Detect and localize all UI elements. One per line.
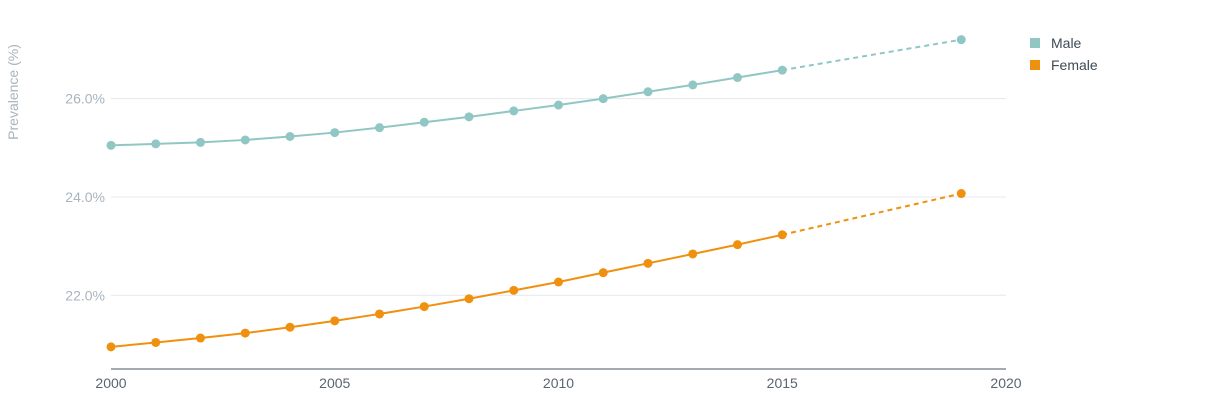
male-point [554,100,563,110]
female-point [240,328,250,338]
series-group [106,35,966,352]
x-tick-label: 2010 [543,375,574,391]
female-point [643,258,653,268]
male-point [733,73,742,83]
y-tick-label: 26.0% [65,91,105,107]
male-point [777,65,787,75]
male-series [106,35,966,150]
male-point [464,112,474,122]
x-tick-label: 2000 [95,375,126,391]
female-point [375,309,384,319]
female-point [330,316,340,326]
male-point [240,135,250,145]
female-point [285,322,295,332]
x-tick-label: 2020 [990,375,1021,391]
male-point [598,94,608,104]
grid-lines [111,98,1006,296]
male-point [330,128,340,138]
y-tick-labels: 22.0% 24.0% 26.0% [65,91,105,304]
female-point [106,342,116,352]
female-point [419,302,429,312]
female-point [688,249,698,259]
male-point [419,117,429,127]
legend: Male Female [1030,35,1098,73]
y-tick-label: 22.0% [65,287,105,303]
female-point [509,285,519,295]
male-point [151,139,161,149]
female-point [733,240,742,250]
legend-label-female: Female [1051,57,1098,73]
female-point [598,268,608,278]
female-point [956,189,966,199]
male-point [688,80,698,90]
legend-swatch-female [1030,60,1040,70]
male-point [956,35,966,45]
y-axis-label: Prevalence (%) [5,44,21,140]
x-tick-label: 2005 [319,375,350,391]
female-point [777,230,787,240]
female-point [151,337,161,347]
male-point [285,131,295,141]
male-point [509,106,519,116]
female-point [554,277,563,287]
x-tick-label: 2015 [767,375,798,391]
male-point [106,140,116,150]
male-line-solid [110,69,783,147]
x-tick-labels: 2000 2005 2010 2015 2020 [95,375,1021,391]
female-series [106,189,966,352]
female-line-projected [782,192,962,236]
male-point [643,87,653,97]
female-point [464,294,474,304]
male-point [196,137,205,147]
male-line-projected [782,38,962,72]
female-line-solid [110,233,783,348]
male-point [375,123,384,133]
female-point [196,333,205,343]
legend-label-male: Male [1051,35,1082,51]
y-tick-label: 24.0% [65,189,105,205]
legend-swatch-male [1030,38,1040,48]
